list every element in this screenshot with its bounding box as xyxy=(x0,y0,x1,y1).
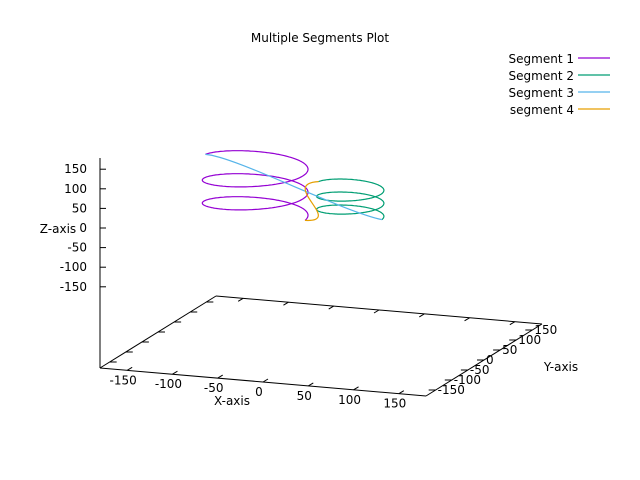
x-tick-label-4: 50 xyxy=(297,389,312,403)
y-tick-label-2: -50 xyxy=(470,363,490,377)
series-4-line xyxy=(304,181,319,222)
z-tick-label-3: 0 xyxy=(79,221,87,235)
x-back-tick-1 xyxy=(283,301,289,306)
series-2-line xyxy=(316,178,385,221)
legend: Segment 1 Segment 2 Segment 3 segment 4 xyxy=(509,52,610,117)
legend-label-2: Segment 2 xyxy=(509,69,574,83)
z-tick-label-5: -100 xyxy=(60,260,87,274)
x-back-tick-5 xyxy=(464,317,470,322)
x-tick-label-2: -50 xyxy=(204,381,224,395)
x-back-tick-4 xyxy=(419,313,425,318)
x-tick-0 xyxy=(126,366,133,371)
y-axis-label: Y-axis xyxy=(543,360,578,374)
x-tick-label-5: 100 xyxy=(338,393,361,407)
z-tick-label-1: 100 xyxy=(64,182,87,196)
series-3-line xyxy=(205,153,383,221)
y-tick-label-4: 50 xyxy=(502,343,517,357)
z-tick-label-4: -50 xyxy=(67,241,87,255)
x-tick-label-3: 0 xyxy=(255,385,263,399)
x-tick-2 xyxy=(217,374,223,379)
z-tick-label-0: 150 xyxy=(64,162,87,176)
x-tick-1 xyxy=(172,370,178,375)
x-tick-4 xyxy=(308,382,314,387)
x-tick-label-6: 150 xyxy=(383,397,406,411)
x-back-tick-3 xyxy=(373,309,380,314)
x-tick-3 xyxy=(262,378,269,383)
y-tick-label-6: 150 xyxy=(534,323,557,337)
series-1-line xyxy=(201,150,309,221)
legend-label-1: Segment 1 xyxy=(509,52,574,66)
y-tick-label-1: -100 xyxy=(454,373,481,387)
y-tick-label-3: 0 xyxy=(486,353,494,367)
x-back-tick-0 xyxy=(237,297,244,302)
legend-label-3: Segment 3 xyxy=(509,86,574,100)
x-tick-label-0: -150 xyxy=(110,373,137,387)
z-axis-label: Z-axis xyxy=(40,222,76,236)
legend-label-4: segment 4 xyxy=(510,103,574,117)
y-tick-label-0: -150 xyxy=(438,383,465,397)
x-back-tick-6 xyxy=(509,321,516,326)
x-axis-label: X-axis xyxy=(214,394,250,408)
chart-title: Multiple Segments Plot xyxy=(251,31,389,45)
x-tick-6 xyxy=(398,390,405,395)
z-tick-label-6: -150 xyxy=(60,280,87,294)
tick-marks xyxy=(100,168,533,395)
y-tick-label-5: 100 xyxy=(518,333,541,347)
series-curves xyxy=(201,150,385,222)
z-tick-label-2: 50 xyxy=(72,201,87,215)
x-back-tick-2 xyxy=(328,305,334,310)
x-tick-5 xyxy=(353,386,359,391)
x-tick-label-1: -100 xyxy=(155,377,182,391)
